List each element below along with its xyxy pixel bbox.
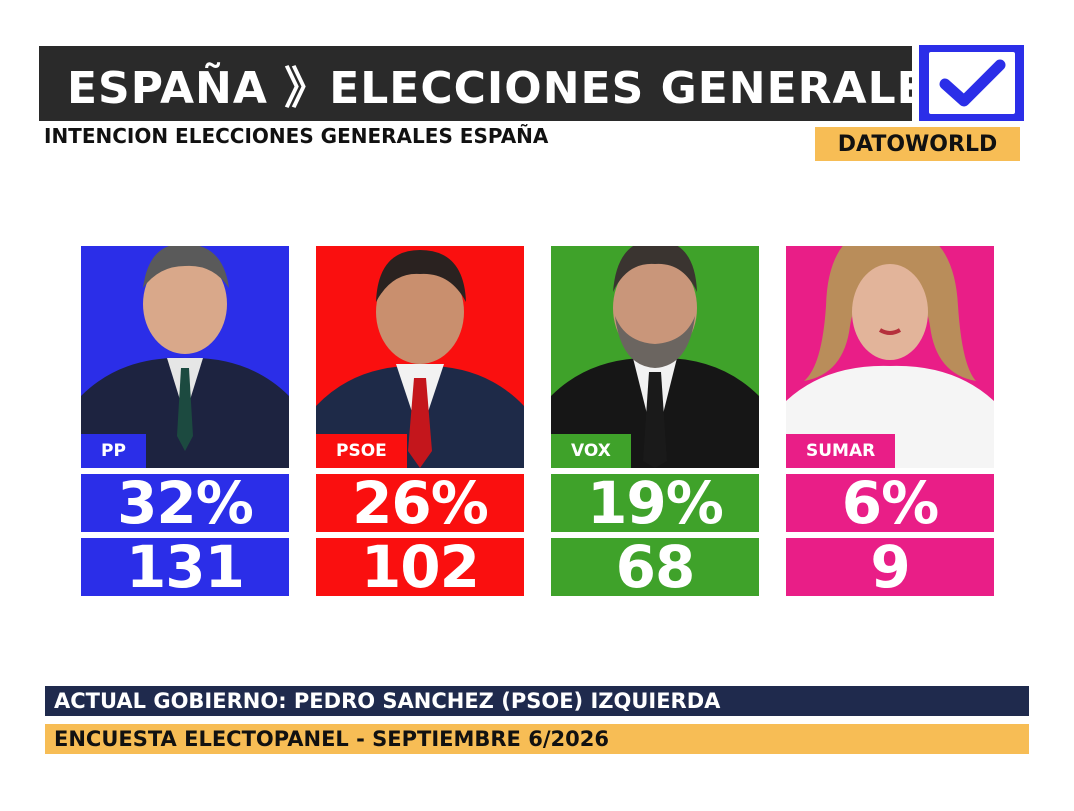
candidate-photo: SUMAR [786, 246, 994, 468]
seat-count: 102 [316, 538, 524, 596]
seat-count: 131 [81, 538, 289, 596]
government-banner: ACTUAL GOBIERNO: PEDRO SANCHEZ (PSOE) IZ… [45, 686, 1029, 716]
candidate-photo: VOX [551, 246, 759, 468]
title-banner: ESPAÑA 》ELECCIONES GENERALES [39, 46, 959, 121]
brand-badge: DATOWORLD [815, 127, 1020, 161]
party-card-pp: PP 32% 131 [81, 246, 289, 596]
party-label: VOX [551, 434, 631, 468]
party-card-sumar: SUMAR 6% 9 [786, 246, 994, 596]
vote-percent: 26% [316, 474, 524, 532]
candidate-photo: PSOE [316, 246, 524, 468]
page-title: ESPAÑA 》ELECCIONES GENERALES [67, 62, 961, 114]
vote-percent: 19% [551, 474, 759, 532]
vote-percent: 32% [81, 474, 289, 532]
candidate-photo: PP [81, 246, 289, 468]
checkmark-badge [919, 45, 1024, 121]
party-label: PSOE [316, 434, 407, 468]
vote-percent: 6% [786, 474, 994, 532]
seat-count: 68 [551, 538, 759, 596]
subtitle: INTENCION ELECCIONES GENERALES ESPAÑA [44, 124, 549, 148]
poll-source-banner: ENCUESTA ELECTOPANEL - SEPTIEMBRE 6/2026 [45, 724, 1029, 754]
checkmark-icon [928, 52, 1015, 114]
party-label: SUMAR [786, 434, 896, 468]
party-card-vox: VOX 19% 68 [551, 246, 759, 596]
party-card-psoe: PSOE 26% 102 [316, 246, 524, 596]
seat-count: 9 [786, 538, 994, 596]
party-label: PP [81, 434, 146, 468]
